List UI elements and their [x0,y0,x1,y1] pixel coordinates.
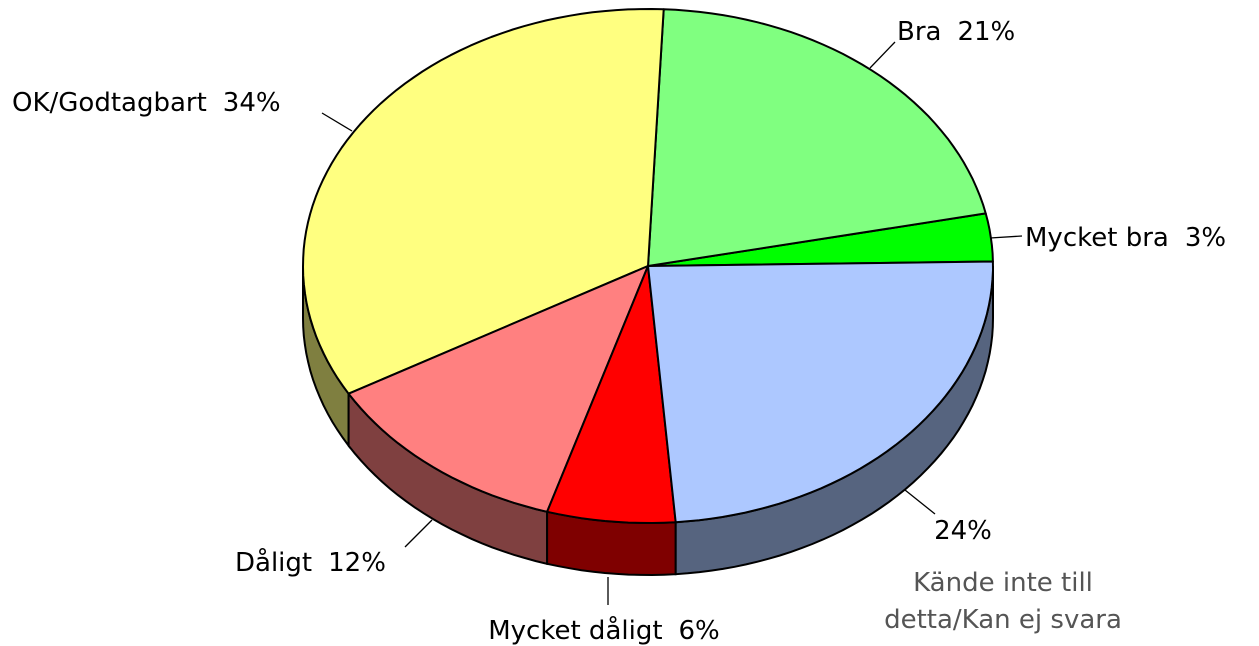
slice [546,265,677,524]
slice [647,8,987,267]
category-label: Kände inte till detta/Kan ej svara [884,568,1122,635]
value-label: 24% [934,516,992,546]
data-label: Mycket dåligt 6% [488,615,720,646]
value-label: 12% [328,548,386,578]
leader-line [904,489,936,515]
data-label: 24% [934,516,992,546]
data-label: Dåligt 12% [235,547,386,578]
data-label: Bra 21% [897,17,1015,47]
value-label: 6% [679,616,720,646]
leader-line [321,112,353,132]
leader-line [404,519,433,548]
category-label: Dåligt [235,547,312,578]
category-label: Bra [897,17,941,47]
value-label: 3% [1185,223,1226,253]
slice [647,260,994,524]
slice [347,265,649,513]
data-label: Mycket bra 3% [1025,223,1226,253]
value-label: 21% [957,17,1015,47]
category-label: OK/Godtagbart [12,88,207,118]
leader-line [869,41,896,69]
category-label: Mycket dåligt [488,615,662,646]
leader-line [989,235,1023,239]
value-label: 34% [223,88,281,118]
data-label: OK/Godtagbart 34% [12,88,281,118]
category-label: Mycket bra [1025,223,1169,253]
